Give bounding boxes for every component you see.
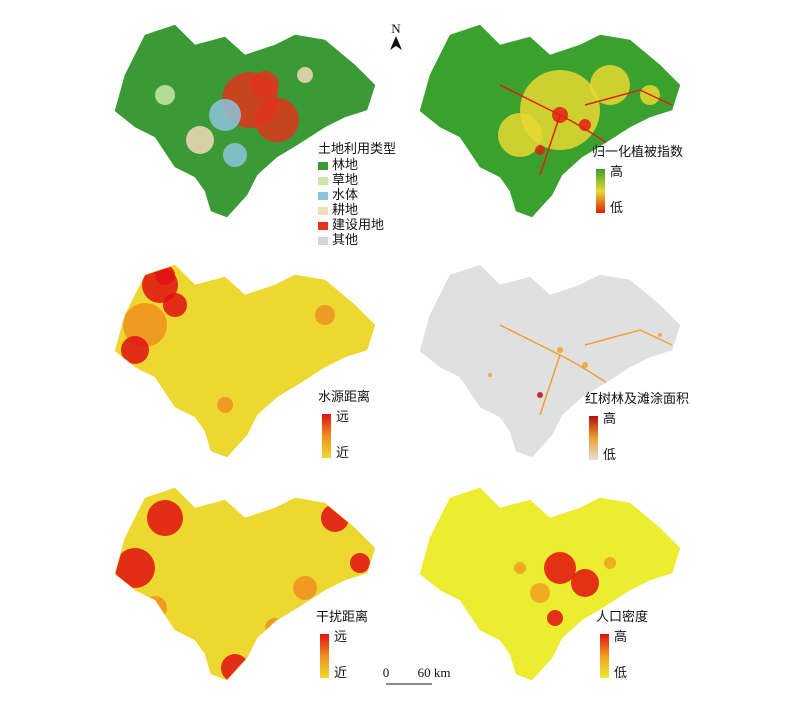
legend-swatch [318, 192, 328, 200]
map-patch [514, 562, 526, 574]
map-patch [582, 362, 588, 368]
legend-high: 高 [614, 629, 627, 644]
map-region [420, 265, 680, 457]
legend-colorbar [589, 416, 598, 460]
legend-label: 建设用地 [332, 217, 384, 232]
map-patch [547, 610, 563, 626]
map-outline [114, 264, 376, 458]
map-outline [419, 487, 681, 681]
map-patch [121, 336, 149, 364]
legend-high: 远 [336, 409, 349, 424]
legend-high: 高 [610, 164, 623, 179]
legend-high: 高 [603, 411, 616, 426]
map-patch [293, 576, 317, 600]
map-patch [315, 305, 335, 325]
legend-high: 远 [334, 629, 347, 644]
map-patch [209, 99, 241, 131]
map-patch [544, 552, 576, 584]
map-patch [221, 654, 249, 680]
north-arrow: N [390, 21, 402, 50]
map-patch [186, 126, 214, 154]
map-base [420, 265, 680, 457]
map-outline [114, 487, 376, 681]
map-panel [419, 24, 681, 218]
river-line [499, 84, 673, 176]
legend-low: 低 [614, 665, 627, 680]
map-patch [590, 65, 630, 105]
legend-title: 归一化植被指数 [592, 144, 683, 159]
legend-label: 林地 [332, 157, 358, 172]
map-patch [321, 504, 349, 532]
legend-swatch [318, 207, 328, 215]
legend-colorbar [596, 169, 605, 213]
map-patch [488, 373, 492, 377]
map-patch [155, 85, 175, 105]
map-patch [535, 145, 545, 155]
map-patch [498, 113, 542, 157]
legend-swatch [318, 222, 328, 230]
legend-colorbar [320, 634, 329, 678]
scale-end: 60 km [418, 665, 451, 680]
map-patch [530, 583, 550, 603]
map-region [115, 488, 375, 680]
map-patch [217, 397, 233, 413]
map-patch [223, 143, 247, 167]
map-base [420, 488, 680, 680]
map-patch [557, 347, 563, 353]
legend-label: 其他 [332, 232, 358, 247]
north-arrow-shape [390, 36, 402, 50]
legend-title: 人口密度 [596, 609, 648, 624]
scale-bar: 0 60 km [383, 665, 451, 685]
north-label: N [391, 21, 401, 36]
map-patch [147, 500, 183, 536]
map-patch [537, 392, 543, 398]
map-panel [419, 264, 681, 458]
map-panel [114, 487, 376, 681]
legend-title: 红树林及滩涂面积 [585, 391, 689, 406]
legend-title: 土地利用类型 [318, 141, 396, 156]
map-region [420, 25, 680, 217]
map-patch [255, 98, 299, 142]
map-patch [143, 596, 167, 620]
legend-low: 近 [336, 445, 349, 460]
map-patch [163, 293, 187, 317]
legend-title: 水源距离 [318, 389, 370, 404]
map-patch [155, 265, 175, 285]
map-patch [571, 569, 599, 597]
map-region [115, 265, 375, 457]
map-outline [114, 24, 376, 218]
legend-low: 低 [610, 200, 623, 215]
map-outline [419, 264, 681, 458]
legend-swatch [318, 177, 328, 185]
legend-colorbar [600, 634, 609, 678]
legend-swatch [318, 162, 328, 170]
legend-label: 草地 [332, 172, 358, 187]
legend-label: 水体 [332, 187, 358, 202]
legend-swatch [318, 237, 328, 245]
map-patch [297, 67, 313, 83]
legend-label: 耕地 [332, 202, 358, 217]
legend-colorbar [322, 414, 331, 458]
scale-start: 0 [383, 665, 390, 680]
legend-low: 低 [603, 447, 616, 462]
map-patch [350, 553, 370, 573]
map-outline [419, 24, 681, 218]
map-panel [114, 264, 376, 458]
map-patch [658, 333, 662, 337]
river-line [499, 324, 673, 416]
map-panel [419, 487, 681, 681]
map-patch [123, 303, 167, 347]
map-patch [115, 548, 155, 588]
map-region [420, 488, 680, 680]
legend-title: 干扰距离 [316, 609, 368, 624]
map-patch [604, 557, 616, 569]
legend-low: 近 [334, 665, 347, 680]
map-patch [251, 71, 279, 99]
